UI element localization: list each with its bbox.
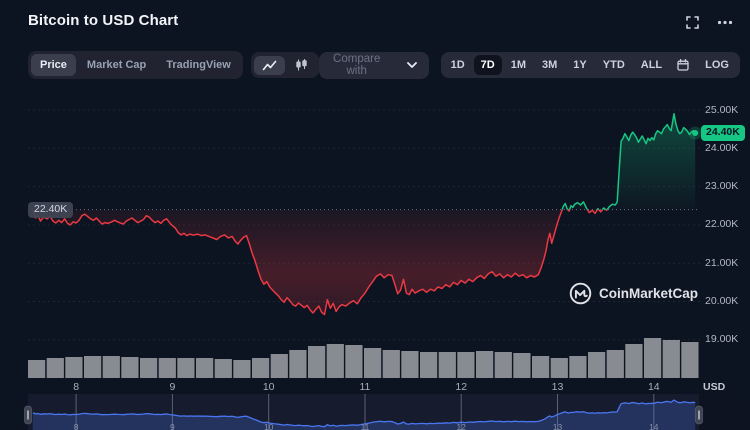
compare-with-dropdown[interactable]: Compare with bbox=[318, 51, 429, 79]
nav-handle-left[interactable] bbox=[24, 405, 32, 425]
candlestick-button[interactable] bbox=[287, 55, 316, 75]
navigator-area bbox=[32, 400, 696, 430]
y-tick-label: 20.00K bbox=[705, 295, 739, 307]
volume-bars bbox=[28, 338, 699, 378]
range-1m[interactable]: 1M bbox=[504, 55, 533, 75]
more-options-button[interactable] bbox=[717, 20, 733, 25]
chevron-down-icon bbox=[406, 62, 417, 68]
coinmarketcap-watermark: CoinMarketCap bbox=[569, 282, 698, 305]
x-tick-label: 14 bbox=[647, 381, 660, 393]
coinmarketcap-watermark-text: CoinMarketCap bbox=[599, 286, 699, 301]
tab-price[interactable]: Price bbox=[31, 54, 76, 76]
last-point-dot bbox=[692, 129, 699, 136]
page-title: Bitcoin to USD Chart bbox=[28, 12, 179, 29]
x-tick-label: 10 bbox=[262, 381, 275, 393]
baseline-price-badge: 22.40K bbox=[28, 201, 74, 218]
range-1y[interactable]: 1Y bbox=[566, 55, 593, 75]
price-line-down bbox=[32, 209, 609, 316]
y-tick-label: 25.00K bbox=[705, 103, 739, 116]
x-tick-label: 13 bbox=[551, 381, 564, 393]
range-7d[interactable]: 7D bbox=[473, 55, 502, 75]
y-tick-label: 19.00K bbox=[705, 333, 739, 346]
line-chart-button[interactable] bbox=[253, 55, 285, 75]
navigator-tick-label: 9 bbox=[170, 422, 175, 430]
navigator-tick-label: 13 bbox=[553, 422, 563, 430]
chart-type-toggle bbox=[250, 52, 319, 78]
fullscreen-icon bbox=[686, 16, 699, 29]
x-tick-label: 9 bbox=[169, 381, 176, 393]
ellipsis-icon bbox=[717, 20, 733, 25]
x-tick-label: 11 bbox=[359, 381, 371, 393]
navigator-tick-label: 8 bbox=[74, 422, 79, 430]
price-area-down bbox=[32, 209, 696, 315]
tab-market-cap[interactable]: Market Cap bbox=[78, 54, 155, 76]
range-all[interactable]: ALL bbox=[634, 55, 669, 75]
x-tick-label: 12 bbox=[455, 381, 468, 393]
tab-tradingview[interactable]: TradingView bbox=[157, 54, 240, 76]
y-tick-label: 24.00K bbox=[705, 141, 739, 154]
header-actions bbox=[686, 16, 733, 29]
y-tick-label: 22.00K bbox=[705, 218, 739, 231]
navigator-line bbox=[32, 399, 696, 428]
y-axis-unit-label: USD bbox=[703, 381, 726, 393]
y-tick-label: 21.00K bbox=[705, 256, 739, 269]
navigator: 8 9 10 11 12 13 14 bbox=[24, 394, 741, 430]
coinmarketcap-logo-icon bbox=[569, 282, 592, 305]
navigator-tick-label: 10 bbox=[264, 422, 274, 430]
range-ytd[interactable]: YTD bbox=[596, 55, 632, 75]
nav-handle-right[interactable] bbox=[695, 405, 703, 425]
x-tick-label: 8 bbox=[73, 381, 80, 393]
chart-source-tabs: Price Market Cap TradingView bbox=[28, 51, 243, 79]
price-area-up bbox=[562, 113, 696, 210]
chart-toolbar: Price Market Cap TradingView bbox=[28, 51, 740, 79]
navigator-tick-label: 11 bbox=[361, 422, 370, 430]
navigator-tick-label: 12 bbox=[456, 422, 466, 430]
candlestick-icon bbox=[295, 59, 308, 71]
calendar-icon bbox=[677, 59, 689, 71]
y-tick-label: 23.00K bbox=[705, 180, 739, 193]
custom-date-range-button[interactable] bbox=[671, 56, 695, 74]
range-3m[interactable]: 3M bbox=[535, 55, 564, 75]
navigator-tick-label: 14 bbox=[649, 422, 659, 430]
time-range-selector: 1D 7D 1M 3M 1Y YTD ALL LOG bbox=[440, 52, 740, 78]
line-chart-icon bbox=[262, 60, 277, 71]
navigator-dimmed-region bbox=[699, 394, 741, 430]
fullscreen-button[interactable] bbox=[686, 16, 699, 29]
current-price-badge: 24.40K bbox=[701, 124, 745, 141]
compare-with-label: Compare with bbox=[333, 53, 381, 77]
range-1d[interactable]: 1D bbox=[444, 55, 472, 75]
log-scale-button[interactable]: LOG bbox=[697, 55, 737, 75]
price-line-up bbox=[32, 113, 696, 210]
